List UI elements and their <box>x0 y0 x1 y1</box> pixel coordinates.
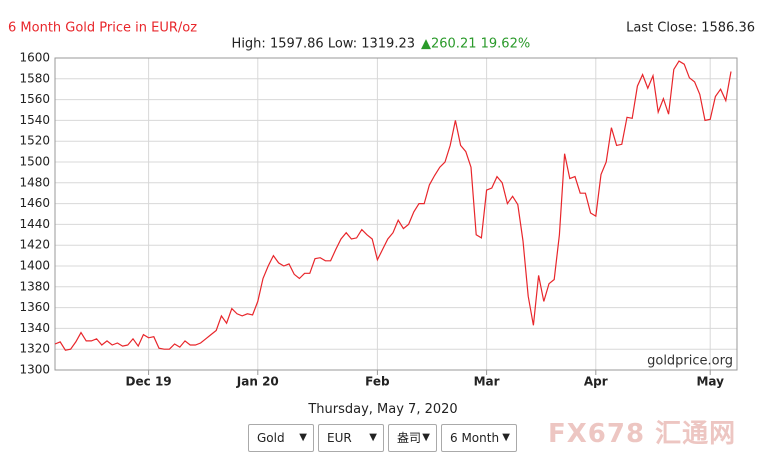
last-close: Last Close: 1586.36 <box>626 21 755 36</box>
y-tick-label: 1560 <box>19 92 50 106</box>
y-tick-label: 1320 <box>19 342 50 356</box>
x-tick-label: Jan 20 <box>236 375 279 389</box>
dropdown-label: Gold <box>257 431 285 445</box>
dropdown-label: 6 Month <box>450 431 500 445</box>
plot-border <box>54 57 738 371</box>
change: ▲260.21 19.62% <box>421 37 530 52</box>
dropdown[interactable]: EUR ▼ <box>318 424 384 452</box>
x-tick-label: Mar <box>474 375 500 389</box>
y-tick-label: 1400 <box>19 259 50 273</box>
y-tick-label: 1300 <box>19 363 50 377</box>
y-tick-label: 1580 <box>19 71 50 85</box>
x-tick-label: Dec 19 <box>126 375 172 389</box>
x-tick-label: May <box>696 375 724 389</box>
y-tick-label: 1600 <box>19 51 50 65</box>
logo-watermark: FX678 汇通网 <box>548 419 737 449</box>
y-tick-label: 1480 <box>19 175 50 189</box>
x-tick-label: Apr <box>584 375 608 389</box>
date: Thursday, May 7, 2020 <box>308 402 458 417</box>
stats: High: 1597.86 Low: 1319.23 <box>232 37 415 52</box>
y-tick-label: 1440 <box>19 217 50 231</box>
y-tick-label: 1360 <box>19 300 50 314</box>
y-tick-label: 1460 <box>19 196 50 210</box>
chart-title: 6 Month Gold Price in EUR/oz <box>8 21 197 36</box>
dropdown[interactable]: 6 Month ▼ <box>441 424 517 452</box>
y-tick-label: 1340 <box>19 321 50 335</box>
price-line <box>54 60 732 351</box>
y-tick-label: 1540 <box>19 113 50 127</box>
watermark: goldprice.org <box>647 354 733 369</box>
y-tick-label: 1520 <box>19 134 50 148</box>
dropdown-label: EUR <box>327 431 352 445</box>
chart: 6 Month Gold Price in EUR/oz Last Close:… <box>8 21 755 389</box>
dropdown[interactable]: 盎司 ▼ <box>388 424 437 452</box>
y-tick-label: 1380 <box>19 279 50 293</box>
x-tick-label: Feb <box>365 375 390 389</box>
dropdown[interactable]: Gold ▼ <box>248 424 314 452</box>
y-tick-label: 1500 <box>19 155 50 169</box>
y-tick-label: 1420 <box>19 238 50 252</box>
dropdown-label: 盎司 <box>397 431 422 445</box>
